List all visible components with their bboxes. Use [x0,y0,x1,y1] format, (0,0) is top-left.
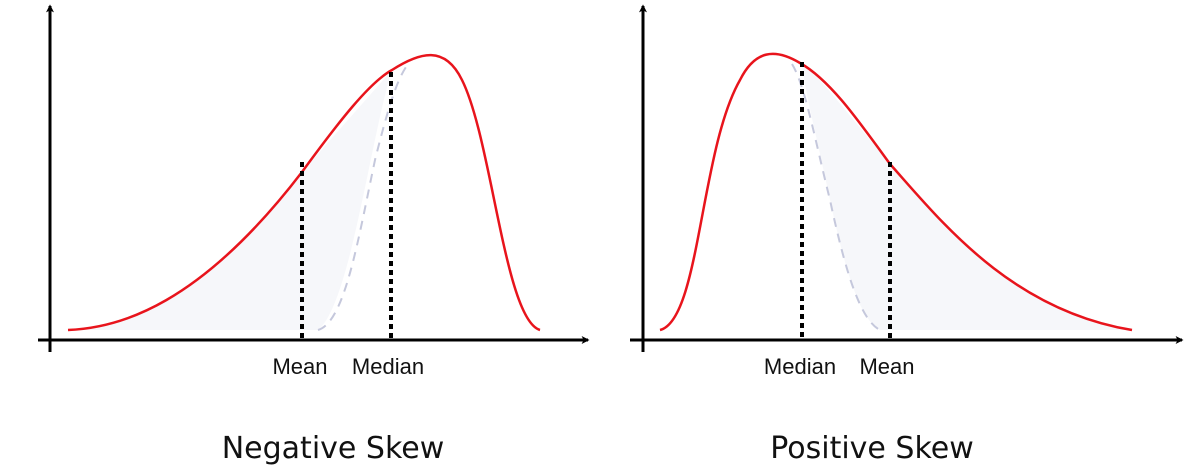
positive-median-label: Median [764,354,836,379]
negative-median-label: Median [352,354,424,379]
negative-skew-curve [67,53,541,332]
positive-shaded-region [802,65,1130,330]
positive-skew-title: Positive Skew [770,431,974,466]
positive-mean-label: Mean [859,354,914,379]
negative-skew-panel: Mean Median Negative Skew [38,4,590,466]
positive-skew-panel: Median Mean Positive Skew [630,4,1184,466]
negative-skew-title: Negative Skew [222,431,445,466]
negative-mean-label: Mean [272,354,327,379]
negative-reference-curve [317,63,409,331]
negative-shaded-region [70,70,392,330]
